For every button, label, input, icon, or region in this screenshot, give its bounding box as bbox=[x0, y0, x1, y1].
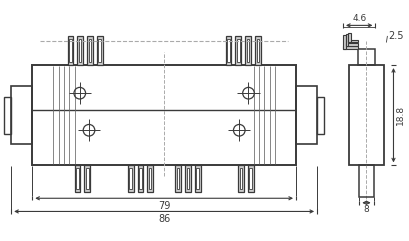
Bar bbox=[348, 33, 350, 42]
Text: 4.6: 4.6 bbox=[351, 14, 366, 23]
Bar bbox=[194, 165, 200, 192]
Bar bbox=[4, 97, 11, 134]
Bar bbox=[88, 39, 91, 62]
Bar bbox=[295, 86, 316, 144]
Bar bbox=[196, 168, 198, 189]
Bar bbox=[348, 65, 383, 165]
Text: 8: 8 bbox=[363, 205, 369, 214]
Bar bbox=[342, 47, 357, 49]
Bar bbox=[348, 40, 357, 42]
Bar bbox=[247, 165, 253, 192]
Bar bbox=[227, 39, 229, 62]
Bar bbox=[256, 39, 258, 62]
Bar bbox=[32, 65, 295, 165]
Text: 18.8: 18.8 bbox=[395, 105, 404, 125]
Bar bbox=[249, 168, 252, 189]
Bar bbox=[316, 97, 324, 134]
Bar bbox=[84, 165, 90, 192]
Bar bbox=[345, 34, 348, 46]
Bar bbox=[137, 165, 143, 192]
Bar bbox=[129, 168, 132, 189]
Bar bbox=[87, 36, 92, 65]
Bar bbox=[128, 165, 133, 192]
Bar bbox=[176, 168, 179, 189]
Bar bbox=[239, 168, 242, 189]
Bar bbox=[148, 168, 151, 189]
Bar bbox=[74, 165, 80, 192]
Bar bbox=[98, 39, 101, 62]
Bar bbox=[236, 39, 239, 62]
Text: 86: 86 bbox=[157, 214, 170, 224]
Bar bbox=[186, 168, 189, 189]
Bar bbox=[147, 165, 153, 192]
Bar bbox=[345, 43, 357, 46]
Bar bbox=[358, 165, 373, 197]
Bar bbox=[357, 49, 375, 65]
Bar bbox=[235, 36, 240, 65]
Text: 79: 79 bbox=[157, 201, 170, 211]
Bar bbox=[175, 165, 180, 192]
Bar bbox=[245, 36, 250, 65]
Bar bbox=[139, 168, 142, 189]
Bar bbox=[86, 168, 88, 189]
Bar bbox=[238, 165, 243, 192]
Bar bbox=[69, 39, 72, 62]
Bar bbox=[77, 36, 83, 65]
Bar bbox=[225, 36, 231, 65]
Bar bbox=[246, 39, 249, 62]
Bar bbox=[67, 36, 73, 65]
Bar bbox=[184, 165, 190, 192]
Bar bbox=[76, 168, 79, 189]
Bar bbox=[97, 36, 102, 65]
Bar bbox=[342, 35, 345, 49]
Text: 2.5: 2.5 bbox=[387, 31, 403, 41]
Bar bbox=[254, 36, 260, 65]
Bar bbox=[11, 86, 32, 144]
Bar bbox=[79, 39, 81, 62]
